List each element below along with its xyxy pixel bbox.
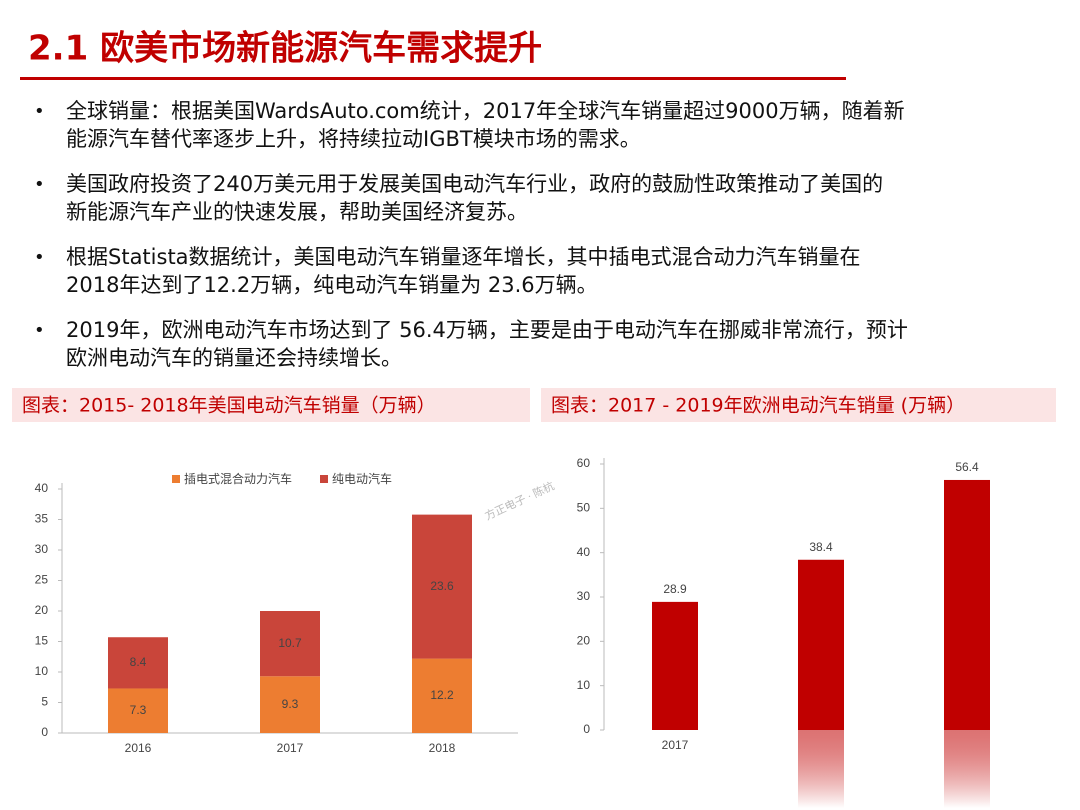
bar-segment <box>260 676 320 733</box>
x-tick-label: 2018 <box>429 741 456 755</box>
bar-segment <box>108 637 168 689</box>
data-label: 9.3 <box>282 697 299 711</box>
watermark: 方正电子 · 陈杭 <box>482 478 556 522</box>
y-tick-label: 60 <box>577 456 591 470</box>
y-tick-label: 30 <box>35 542 49 556</box>
y-tick-label: 10 <box>577 678 591 692</box>
slide-title: 2.1 欧美市场新能源汽车需求提升 <box>28 29 542 69</box>
data-label: 28.9 <box>663 582 687 596</box>
caption-box <box>541 388 1056 422</box>
y-tick-label: 35 <box>35 512 49 526</box>
chart-caption: 图表：2017 - 2019年欧洲电动汽车销量 (万辆） <box>551 395 965 417</box>
legend-swatch <box>172 475 180 483</box>
y-tick-label: 5 <box>41 695 48 709</box>
chart-caption: 图表：2015- 2018年美国电动汽车销量（万辆） <box>22 395 436 417</box>
bullet-dot: • <box>34 174 45 195</box>
fade-overlay <box>798 730 844 808</box>
legend-label: 纯电动汽车 <box>332 471 392 486</box>
y-tick-label: 40 <box>35 481 49 495</box>
data-label: 56.4 <box>955 460 979 474</box>
bar-segment <box>412 658 472 733</box>
bullet-dot: • <box>34 247 45 268</box>
caption-box <box>12 388 530 422</box>
y-tick-label: 30 <box>577 589 591 603</box>
bullet-text: 全球销量：根据美国WardsAuto.com统计，2017年全球汽车销量超过90… <box>66 99 905 123</box>
y-tick-label: 20 <box>35 603 49 617</box>
data-label: 38.4 <box>809 540 833 554</box>
bullet-text: 美国政府投资了240万美元用于发展美国电动汽车行业，政府的鼓励性政策推动了美国的 <box>66 172 883 196</box>
legend-label: 插电式混合动力汽车 <box>184 471 292 486</box>
y-tick-label: 40 <box>577 545 591 559</box>
bullet-text: 2019年，欧洲电动汽车市场达到了 56.4万辆，主要是由于电动汽车在挪威非常流… <box>66 318 908 342</box>
y-tick-label: 10 <box>35 664 49 678</box>
data-label: 23.6 <box>430 579 454 593</box>
bar-segment <box>108 688 168 733</box>
data-label: 10.7 <box>278 636 302 650</box>
bar <box>652 601 698 730</box>
bullet-text: 能源汽车替代率逐步上升，将持续拉动IGBT模块市场的需求。 <box>66 127 641 151</box>
bar <box>798 559 844 730</box>
y-tick-label: 15 <box>35 634 49 648</box>
y-tick-label: 20 <box>577 634 591 648</box>
bullet-dot: • <box>34 101 45 122</box>
data-label: 12.2 <box>430 688 454 702</box>
title-rule <box>20 77 846 80</box>
bullet-text: 欧洲电动汽车的销量还会持续增长。 <box>66 346 402 370</box>
legend-swatch <box>320 475 328 483</box>
bullet-text: 新能源汽车产业的快速发展，帮助美国经济复苏。 <box>66 200 528 224</box>
y-tick-label: 0 <box>41 725 48 739</box>
bullet-dot: • <box>34 320 45 341</box>
bullet-text: 根据Statista数据统计，美国电动汽车销量逐年增长，其中插电式混合动力汽车销… <box>66 245 861 269</box>
bar-segment <box>260 611 320 677</box>
x-tick-label: 2017 <box>277 741 304 755</box>
bullet-text: 2018年达到了12.2万辆，纯电动汽车销量为 23.6万辆。 <box>66 273 598 297</box>
bar <box>944 479 990 730</box>
fade-overlay <box>944 730 990 808</box>
x-tick-label: 2017 <box>662 738 689 752</box>
bar-segment <box>412 514 472 659</box>
y-tick-label: 50 <box>577 501 591 515</box>
y-tick-label: 25 <box>35 573 49 587</box>
data-label: 7.3 <box>130 703 147 717</box>
y-tick-label: 0 <box>583 722 590 736</box>
data-label: 8.4 <box>130 655 147 669</box>
x-tick-label: 2016 <box>125 741 152 755</box>
